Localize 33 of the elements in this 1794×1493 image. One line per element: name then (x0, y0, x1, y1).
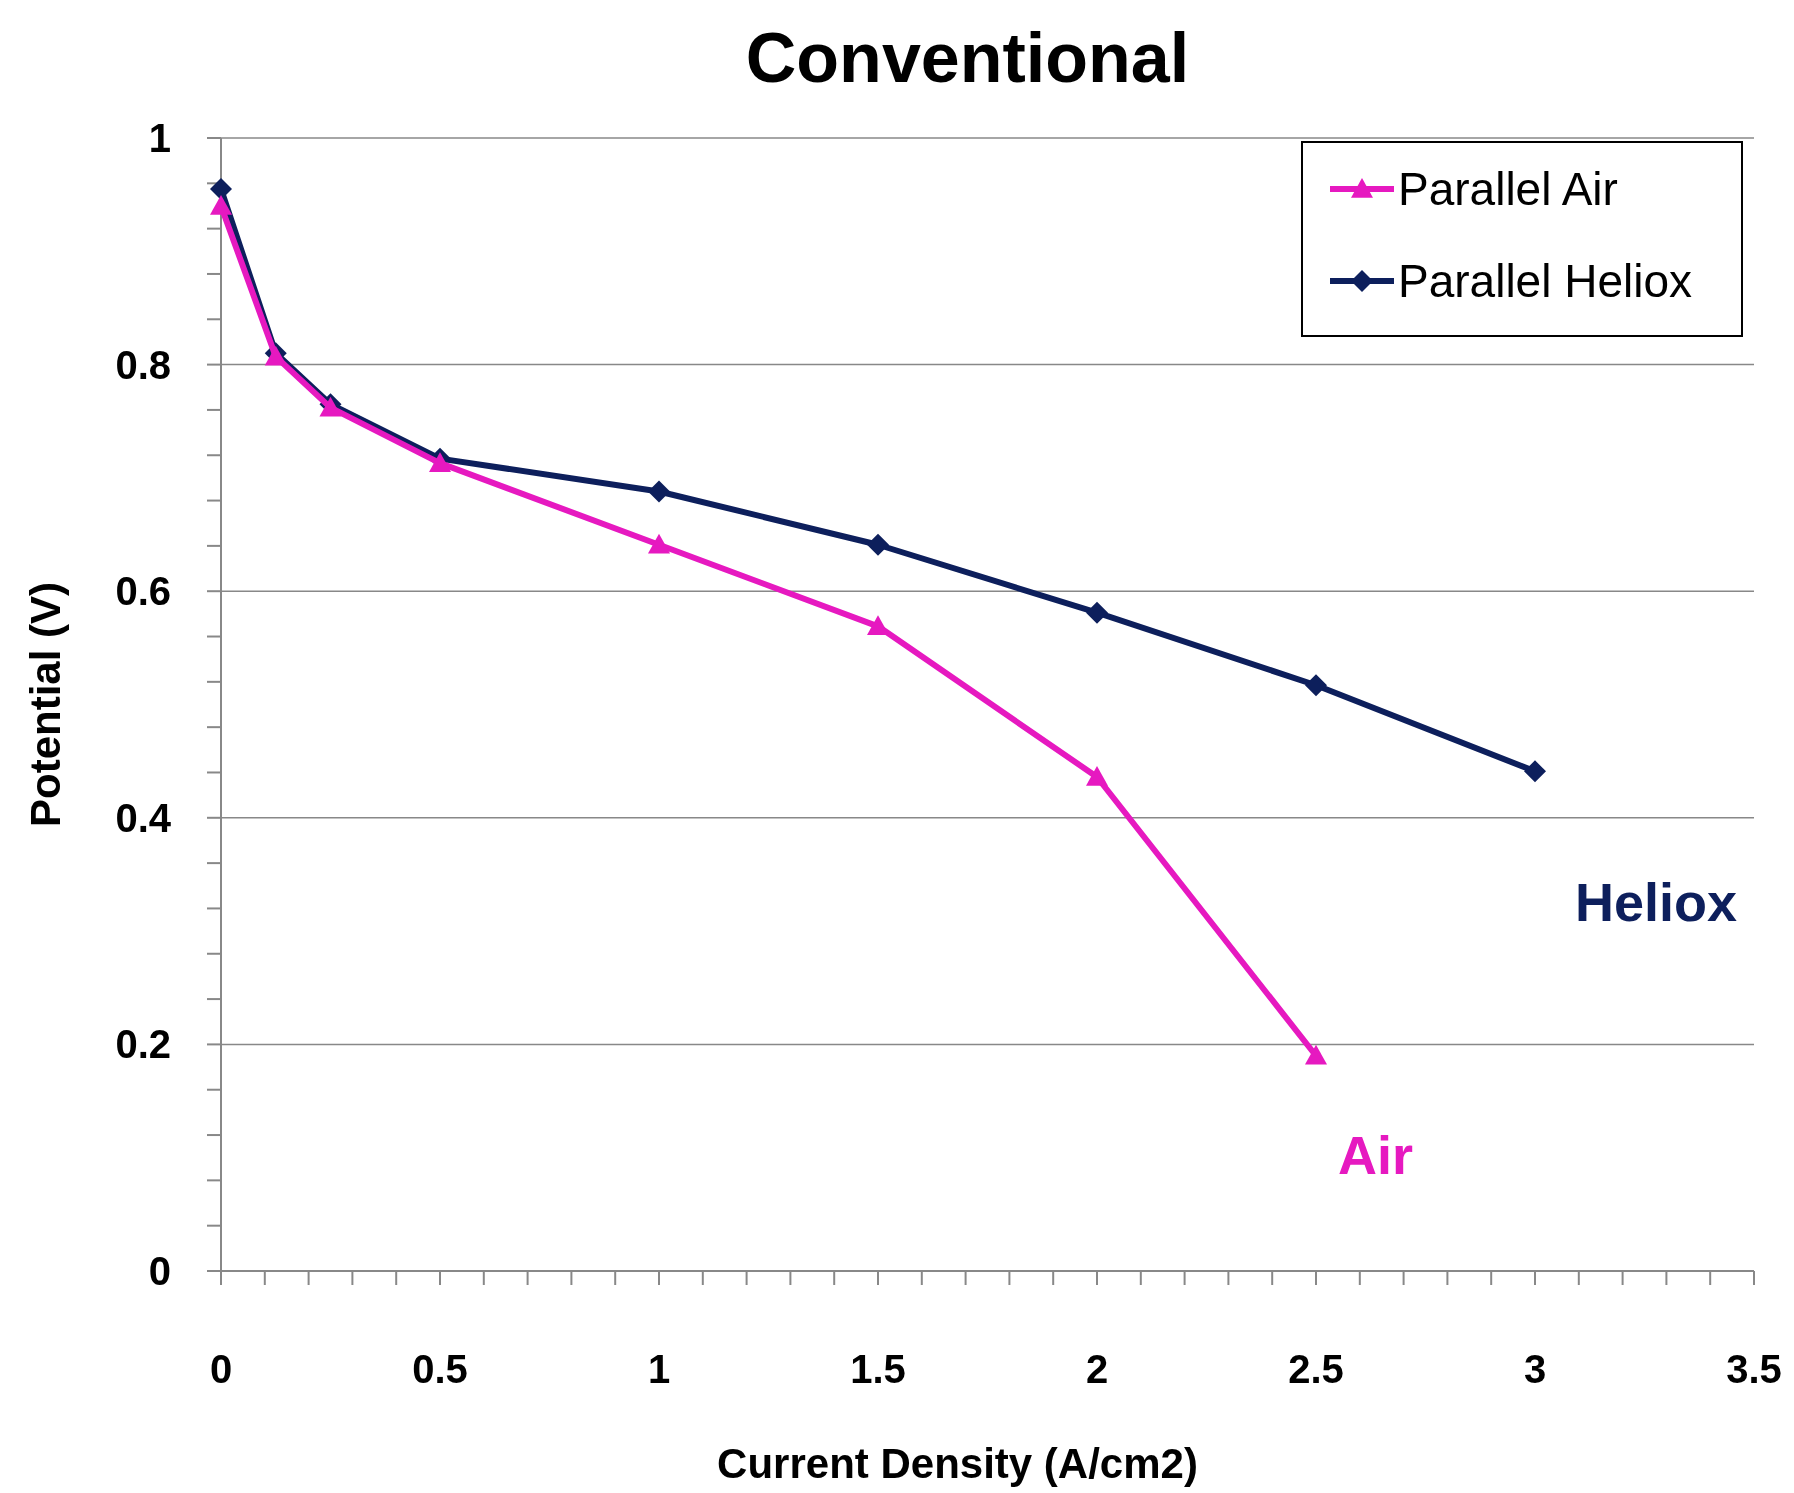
annotation: Air (1338, 1124, 1414, 1185)
legend-label: Parallel Heliox (1398, 255, 1693, 307)
point (648, 480, 670, 503)
y-tick-label: 0.8 (115, 342, 171, 387)
point (1305, 1044, 1327, 1065)
point (429, 452, 451, 472)
x-tick-label: 1 (647, 1347, 671, 1391)
point (867, 615, 889, 636)
y-tick-label: 0.6 (115, 569, 171, 614)
annotation: Heliox (1575, 872, 1738, 933)
x-tick-label: 2.5 (1288, 1347, 1344, 1391)
y-tick-label: 0 (148, 1249, 171, 1293)
x-tick-label: 1.5 (850, 1347, 906, 1391)
y-axis-title: Potential (V) (22, 581, 69, 828)
point (867, 533, 889, 556)
point (1086, 601, 1108, 624)
point (1305, 674, 1327, 697)
y-tick-label: 1 (148, 116, 171, 160)
point (1086, 766, 1108, 786)
point (1524, 760, 1546, 783)
y-tick-label: 0.2 (115, 1022, 171, 1067)
x-tick-label: 2 (1085, 1347, 1109, 1391)
chart-title: Conventional (745, 19, 1190, 97)
x-tick-label: 0.5 (412, 1347, 468, 1391)
point (210, 194, 232, 215)
point (648, 533, 670, 554)
x-axis-title: Current Density (A/cm2) (717, 1440, 1198, 1487)
legend-label: Parallel Air (1398, 163, 1618, 215)
x-tick-label: 3 (1523, 1347, 1547, 1391)
point (210, 177, 232, 200)
x-tick-label: 0 (209, 1347, 233, 1391)
y-tick-label: 0.4 (115, 795, 172, 840)
x-tick-label: 3.5 (1726, 1347, 1782, 1391)
